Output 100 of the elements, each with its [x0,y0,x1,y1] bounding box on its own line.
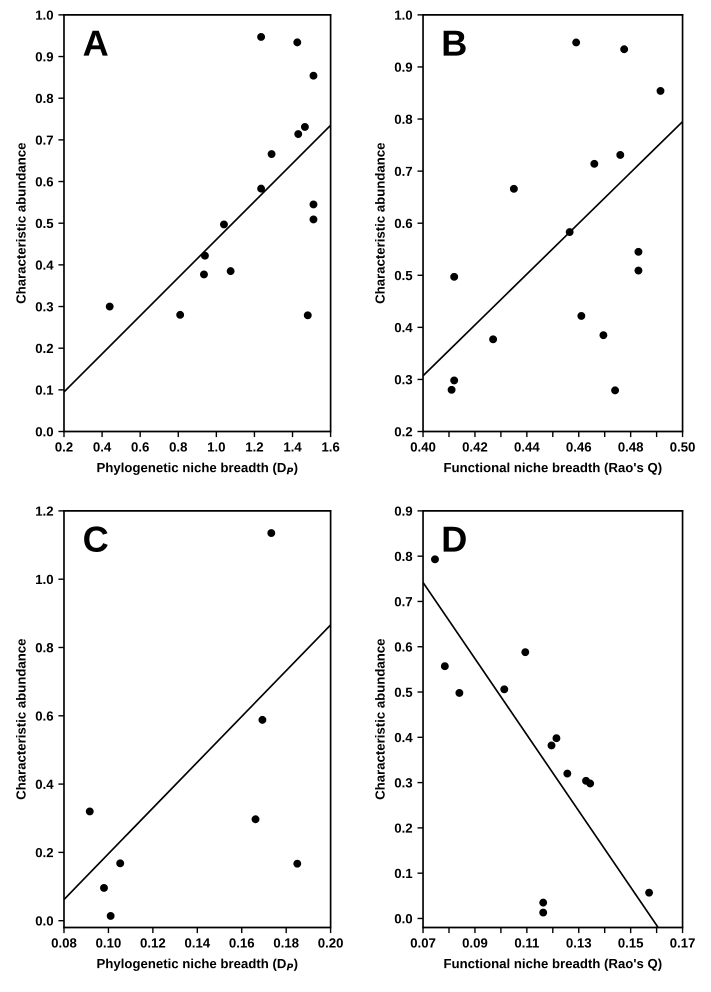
x-tick-label: 0.4 [93,442,112,452]
y-axis-title: Characteristic abundance [16,638,26,800]
x-tick-label: 0.12 [140,938,166,948]
y-tick-label: 0.2 [394,427,412,436]
point [304,311,312,320]
y-axis-title: Characteristic abundance [16,142,26,304]
point [539,908,548,917]
point [539,898,548,907]
point [257,184,266,193]
y-tick-label: 0.8 [394,552,412,562]
point [552,734,560,742]
y-tick-label: 0.6 [394,642,412,652]
point [450,272,458,281]
point [300,123,309,131]
x-axis-title: Functional niche breadth (Rao's Q) [444,958,662,971]
y-axis-title: Characteristic abundance [375,638,385,800]
y-tick-label: 0.3 [394,778,412,788]
point [634,266,642,275]
x-tick-label: 0.09 [462,938,488,948]
y-tick-label: 0.3 [36,302,54,312]
y-tick-label: 0.0 [36,916,54,926]
y-tick-label: 0.2 [36,848,54,858]
point [521,648,530,656]
point [200,270,208,278]
x-tick-label: 0.11 [514,938,539,948]
x-tick-label: 0.10 [96,938,121,948]
point [450,376,458,384]
y-tick-label: 0.7 [394,166,412,176]
y-tick-label: 0.6 [394,218,412,228]
point [293,38,302,46]
y-tick-label: 1.0 [395,10,412,20]
point [220,220,228,228]
y-tick-label: 0.5 [394,270,412,280]
point [200,252,209,260]
y-tick-label: 0.0 [394,914,412,924]
y-axis-title: Characteristic abundance [375,142,385,304]
x-tick-label: 0.20 [318,938,343,948]
y-tick-label: 0.6 [36,177,54,186]
point [563,770,572,778]
point [176,310,184,319]
x-tick-label: 0.6 [132,442,149,452]
x-axis-title: Phylogenetic niche breadth (D$_{P}$) [97,958,298,971]
point [257,33,266,41]
annotation: B [444,30,466,56]
point [294,130,302,138]
y-tick-label: 1.0 [36,10,54,20]
point [634,248,642,256]
point [577,312,586,320]
y-tick-label: 0.4 [394,732,413,742]
y-tick-label: 0.4 [36,780,54,789]
point [599,331,608,340]
y-tick-label: 0.8 [36,94,54,104]
annotation: A [84,30,108,56]
y-tick-label: 0.5 [36,218,54,228]
x-tick-label: 0.2 [55,442,73,452]
point [293,860,302,868]
point [226,267,235,276]
x-tick-label: 1.6 [322,442,340,452]
point [106,302,114,310]
x-tick-label: 0.40 [410,442,436,452]
y-tick-label: 0.4 [36,260,54,270]
point [566,228,574,236]
y-tick-label: 0.2 [394,823,412,833]
annotation: D [444,526,466,552]
point [620,45,628,54]
point [310,200,318,208]
x-tick-label: 0.15 [618,938,644,948]
x-tick-label: 0.44 [514,442,540,452]
y-tick-label: 0.9 [36,52,54,62]
point [310,216,318,224]
point [100,884,108,892]
x-tick-label: 0.13 [566,938,592,948]
y-tick-label: 0.0 [36,427,54,436]
point [510,184,518,193]
x-tick-label: 0.46 [566,442,592,452]
x-tick-label: 0.42 [462,442,488,452]
x-tick-label: 0.8 [170,442,188,452]
point [431,555,439,564]
x-tick-label: 1.2 [246,442,264,452]
y-tick-label: 1.0 [36,574,54,584]
y-tick-label: 1.2 [36,506,54,516]
x-tick-label: 0.18 [274,938,299,948]
point [656,86,664,95]
point [448,386,456,394]
x-tick-label: 1.4 [284,442,302,452]
point [116,859,124,868]
x-tick-label: 0.48 [618,442,644,452]
y-tick-label: 0.2 [36,344,54,354]
point [616,151,624,159]
annotation: C [84,526,108,552]
point [548,742,556,750]
point [267,529,276,538]
point [106,912,115,920]
point [252,815,260,824]
y-tick-label: 0.9 [394,62,412,72]
point [86,807,94,816]
y-tick-label: 0.5 [394,688,412,697]
point [586,780,594,788]
point [611,386,620,394]
y-tick-label: 0.8 [394,114,412,124]
